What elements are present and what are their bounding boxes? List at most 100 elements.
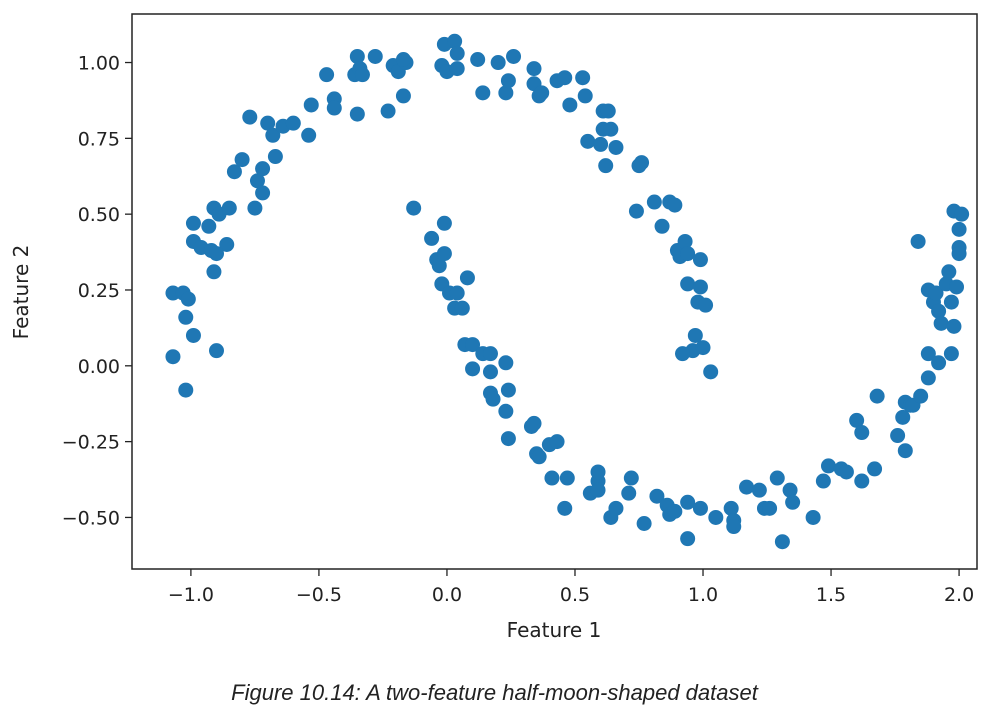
data-point [549,434,565,450]
y-tick-label: 1.00 [78,53,120,75]
data-point [255,161,271,177]
data-point [209,246,224,262]
data-point [577,88,593,104]
data-point [913,388,929,404]
data-point [285,115,301,131]
data-point [219,236,235,252]
axis-ticks: −1.0 −0.5 0.0 0.5 1.0 1.5 2.0 1.00 0.75 0.50 0.25 0… [62,53,974,606]
data-point [500,431,516,447]
data-point [406,200,422,216]
data-point [500,73,516,89]
data-point [621,485,637,501]
data-point [226,164,242,180]
x-tick-label: 0.5 [560,584,590,606]
data-point [380,103,396,119]
data-point [201,218,217,234]
data-point [815,473,831,489]
data-point [590,482,606,498]
data-point [485,391,501,407]
data-point [951,246,967,262]
data-point [943,346,959,362]
data-point [769,470,785,486]
data-point [465,361,481,377]
data-point [785,494,801,510]
data-point [326,100,342,116]
data-point [692,500,708,516]
data-point [931,303,947,319]
data-point [782,482,798,498]
data-point [206,264,222,280]
data-point [687,327,703,343]
data-point [424,230,440,246]
data-point [395,88,411,104]
data-point [692,252,708,268]
data-point [490,55,506,71]
data-point [897,443,913,459]
data-point [854,473,870,489]
data-point [867,461,883,477]
data-point [941,264,957,280]
x-axis-label: Feature 1 [507,618,602,642]
y-tick-label: −0.50 [62,507,120,529]
data-points [165,33,970,550]
data-point [303,97,319,113]
data-point [449,61,465,77]
data-point [265,127,281,143]
data-point [534,85,550,101]
data-point [575,70,591,86]
data-point [349,106,365,122]
data-point [559,470,575,486]
data-point [603,121,619,137]
data-point [726,519,742,535]
data-point [634,155,650,171]
data-point [933,315,949,331]
data-point [475,85,491,101]
data-point [465,337,481,353]
data-point [820,458,836,474]
data-point [895,409,911,425]
data-point [931,355,947,371]
data-point [500,382,516,398]
data-point [459,270,475,286]
data-point [349,48,365,64]
data-point [557,500,573,516]
data-point [267,149,283,165]
data-point [636,516,652,532]
data-point [395,51,411,67]
data-point [762,500,778,516]
data-point [436,246,452,262]
data-point [680,494,696,510]
data-point [526,61,542,77]
data-point [774,534,790,550]
data-point [739,479,755,495]
data-point [751,482,767,498]
data-point [949,279,965,295]
data-point [680,276,696,292]
x-tick-label: 1.5 [816,584,846,606]
data-point [367,48,383,64]
data-point [221,200,237,216]
plot-area-frame [131,13,978,570]
y-tick-label: 0.50 [78,204,120,226]
data-point [838,464,854,480]
data-point [677,233,693,249]
data-point [242,109,258,125]
data-point [178,309,194,325]
data-point [849,412,865,428]
data-point [354,67,370,83]
data-point [723,500,739,516]
data-point [675,346,691,362]
x-tick-label: 1.0 [688,584,718,606]
data-point [247,200,263,216]
data-point [667,503,683,519]
data-point [920,370,936,386]
data-point [628,203,644,219]
data-point [951,221,967,237]
data-point [869,388,885,404]
data-point [708,509,724,525]
data-point [608,500,624,516]
data-point [531,449,547,465]
data-point [185,327,201,343]
data-point [928,285,944,301]
